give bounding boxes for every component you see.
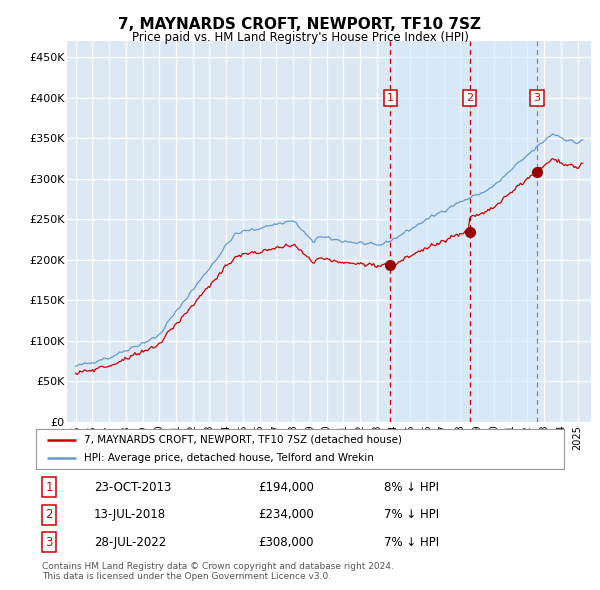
Text: 28-JUL-2022: 28-JUL-2022 [94,536,166,549]
Text: Price paid vs. HM Land Registry's House Price Index (HPI): Price paid vs. HM Land Registry's House … [131,31,469,44]
Text: 1: 1 [387,93,394,103]
Text: 8% ↓ HPI: 8% ↓ HPI [385,481,439,494]
Text: £194,000: £194,000 [258,481,314,494]
Text: 1: 1 [46,481,53,494]
Text: 7, MAYNARDS CROFT, NEWPORT, TF10 7SZ (detached house): 7, MAYNARDS CROFT, NEWPORT, TF10 7SZ (de… [83,435,401,445]
Bar [391,41,537,422]
Text: 3: 3 [46,536,53,549]
Text: 2: 2 [46,508,53,522]
Text: 7% ↓ HPI: 7% ↓ HPI [385,508,440,522]
Text: 7, MAYNARDS CROFT, NEWPORT, TF10 7SZ: 7, MAYNARDS CROFT, NEWPORT, TF10 7SZ [119,17,482,31]
Text: 3: 3 [533,93,541,103]
Text: This data is licensed under the Open Government Licence v3.0.: This data is licensed under the Open Gov… [42,572,331,581]
Text: HPI: Average price, detached house, Telford and Wrekin: HPI: Average price, detached house, Telf… [83,453,373,463]
Text: 13-JUL-2018: 13-JUL-2018 [94,508,166,522]
Text: 2: 2 [466,93,473,103]
Text: 23-OCT-2013: 23-OCT-2013 [94,481,172,494]
Text: £234,000: £234,000 [258,508,314,522]
Text: £308,000: £308,000 [258,536,313,549]
Text: 7% ↓ HPI: 7% ↓ HPI [385,536,440,549]
Text: Contains HM Land Registry data © Crown copyright and database right 2024.: Contains HM Land Registry data © Crown c… [42,562,394,571]
